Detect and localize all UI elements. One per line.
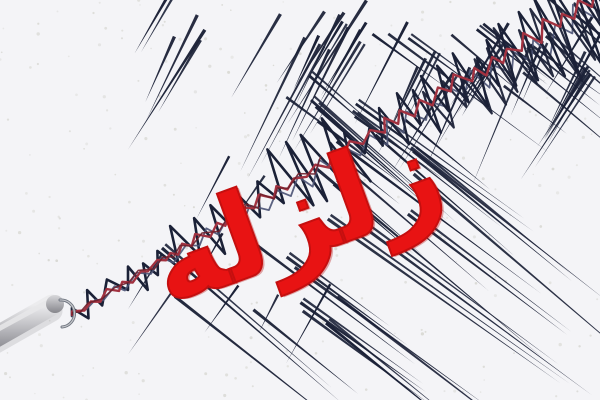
seismograph-pen <box>0 294 76 353</box>
